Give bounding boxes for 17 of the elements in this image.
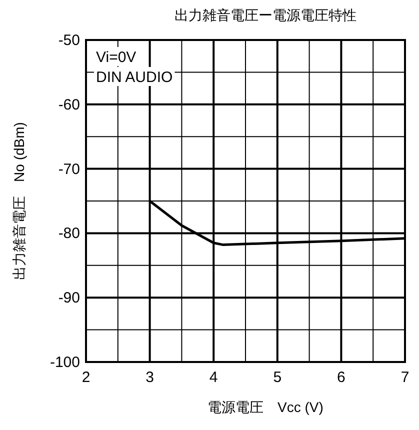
annotation: DIN AUDIO	[96, 69, 173, 86]
y-tick-label: -50	[58, 32, 80, 49]
annotation: Vi=0V	[96, 49, 136, 66]
x-tick-label: 6	[337, 369, 346, 386]
x-tick-label: 3	[146, 369, 154, 386]
chart-title: 出力雑音電圧ー電源電圧特性	[174, 7, 356, 23]
x-tick-label: 7	[400, 369, 410, 386]
y-tick-label: -60	[58, 96, 80, 114]
y-tick-label: -80	[58, 225, 80, 242]
x-tick-label: 4	[209, 369, 218, 386]
x-tick-label: 5	[273, 369, 282, 386]
y-tick-label: -70	[58, 160, 80, 178]
x-tick-label: 2	[82, 369, 90, 386]
y-tick-label: -90	[58, 290, 80, 307]
y-axis-title: 出力雑音電圧 No (dBm)	[11, 122, 27, 280]
x-axis-title: 電源電圧 Vcc (V)	[208, 399, 324, 415]
y-tick-label: -100	[50, 354, 80, 371]
